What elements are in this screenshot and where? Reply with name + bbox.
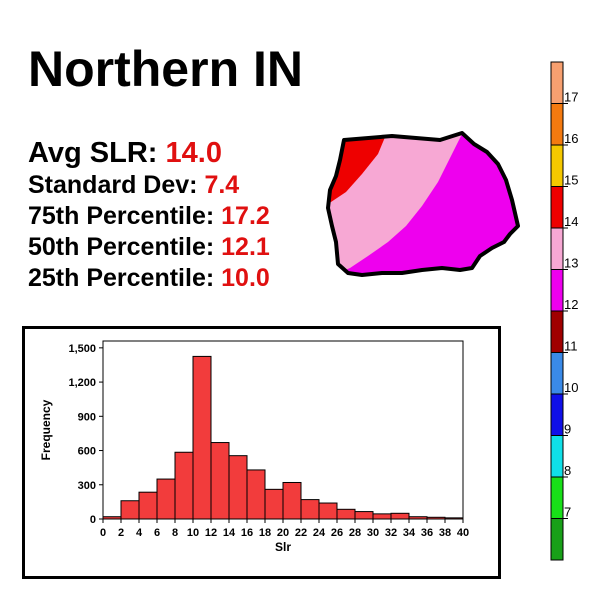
y-tick-label: 0 <box>90 514 96 526</box>
x-tick-label: 6 <box>154 527 160 539</box>
color-scale-swatch <box>550 310 564 353</box>
color-scale-swatch <box>550 144 564 187</box>
color-scale-swatch <box>550 227 564 270</box>
histogram-bar <box>372 513 392 520</box>
x-axis-label: Slr <box>275 540 291 554</box>
x-tick-label: 20 <box>277 527 289 539</box>
x-tick-label: 12 <box>205 527 217 539</box>
histogram-bar <box>246 469 266 520</box>
region-title: Northern IN <box>28 41 303 97</box>
histogram-bar <box>426 516 446 520</box>
y-tick-label: 900 <box>78 411 96 423</box>
y-tick-label: 1,500 <box>68 343 96 355</box>
color-scale-legend: 17 16 15 14 13 12 11 10 9 8 7 <box>550 61 578 561</box>
stat-value: 12.1 <box>221 233 270 261</box>
color-scale-swatch <box>550 186 564 229</box>
stat-75th-percentile: 75th Percentile: 17.2 <box>28 201 270 232</box>
x-tick-label: 18 <box>259 527 271 539</box>
stat-label: Standard Dev: <box>28 171 198 199</box>
color-scale-swatch <box>550 518 564 561</box>
y-tick-label: 300 <box>78 480 96 492</box>
stat-value: 14.0 <box>165 137 222 169</box>
color-scale-swatch <box>550 61 564 104</box>
color-scale-label: 12 <box>564 297 578 312</box>
histogram-chart: 0 2 4 6 8 10 12 14 16 18 20 22 24 26 28 30 32 34 36 38 40030… <box>39 340 469 554</box>
color-scale-swatch <box>550 476 564 519</box>
stat-label: 75th Percentile: <box>28 202 215 230</box>
histogram-bar <box>300 499 320 520</box>
color-scale-label: 15 <box>564 173 578 188</box>
color-scale-swatch <box>550 435 564 478</box>
color-scale-label: 11 <box>564 339 578 354</box>
x-tick-label: 36 <box>421 527 433 539</box>
x-tick-label: 10 <box>187 527 199 539</box>
x-tick-label: 32 <box>385 527 397 539</box>
x-tick-label: 40 <box>457 527 469 539</box>
histogram-bar <box>102 516 122 520</box>
y-axis-label: Frequency <box>39 399 53 460</box>
stat-value: 17.2 <box>221 202 270 230</box>
histogram-bar <box>174 451 194 520</box>
histogram-bar <box>228 455 248 520</box>
stat-standard-dev: Standard Dev: 7.4 <box>28 170 270 201</box>
x-tick-label: 24 <box>313 527 326 539</box>
x-tick-label: 16 <box>241 527 253 539</box>
y-tick-label: 1,200 <box>68 377 96 389</box>
map-outline <box>326 131 520 277</box>
histogram-bar <box>120 500 140 520</box>
histogram-bar <box>408 516 428 520</box>
color-scale-label: 17 <box>564 90 578 105</box>
histogram-bar <box>390 512 410 520</box>
stat-value: 10.0 <box>221 264 270 292</box>
color-scale-label: 13 <box>564 256 578 271</box>
stat-label: 50th Percentile: <box>28 233 215 261</box>
stat-value: 7.4 <box>204 171 240 199</box>
histogram-bar <box>282 481 302 520</box>
x-tick-label: 34 <box>403 527 416 539</box>
color-scale-label: 9 <box>564 422 571 437</box>
stats-panel: Avg SLR: 14.0 Standard Dev: 7.4 75th Per… <box>28 136 270 294</box>
x-tick-label: 38 <box>439 527 451 539</box>
histogram-bar <box>318 502 338 520</box>
x-tick-label: 26 <box>331 527 343 539</box>
stat-avg-slr: Avg SLR: 14.0 <box>28 136 270 170</box>
region-map <box>326 131 520 277</box>
histogram-bar <box>210 442 230 520</box>
histogram-bar <box>192 355 212 520</box>
histogram-bar <box>138 491 158 520</box>
histogram-bar <box>336 508 356 520</box>
color-scale-label: 8 <box>564 463 571 478</box>
x-tick-label: 28 <box>349 527 361 539</box>
color-scale-label: 7 <box>564 505 571 520</box>
color-scale-swatch <box>550 103 564 146</box>
histogram-bar <box>354 511 374 520</box>
stat-label: 25th Percentile: <box>28 264 215 292</box>
color-scale-swatch <box>550 352 564 395</box>
y-tick-label: 600 <box>78 446 96 458</box>
stat-50th-percentile: 50th Percentile: 12.1 <box>28 232 270 263</box>
x-tick-label: 30 <box>367 527 379 539</box>
x-tick-label: 8 <box>172 527 178 539</box>
color-scale-label: 14 <box>564 214 578 229</box>
stat-25th-percentile: 25th Percentile: 10.0 <box>28 263 270 294</box>
histogram-bar <box>444 517 464 520</box>
color-scale-swatch <box>550 269 564 312</box>
x-tick-label: 22 <box>295 527 307 539</box>
color-scale-label: 16 <box>564 131 578 146</box>
color-scale-swatch <box>550 393 564 436</box>
x-tick-label: 0 <box>100 527 106 539</box>
histogram-bar <box>156 478 176 520</box>
x-tick-label: 14 <box>223 527 236 539</box>
x-tick-label: 4 <box>136 527 143 539</box>
histogram-bar <box>264 488 284 520</box>
x-tick-label: 2 <box>118 527 124 539</box>
stat-label: Avg SLR: <box>28 137 158 169</box>
color-scale-label: 10 <box>564 380 578 395</box>
